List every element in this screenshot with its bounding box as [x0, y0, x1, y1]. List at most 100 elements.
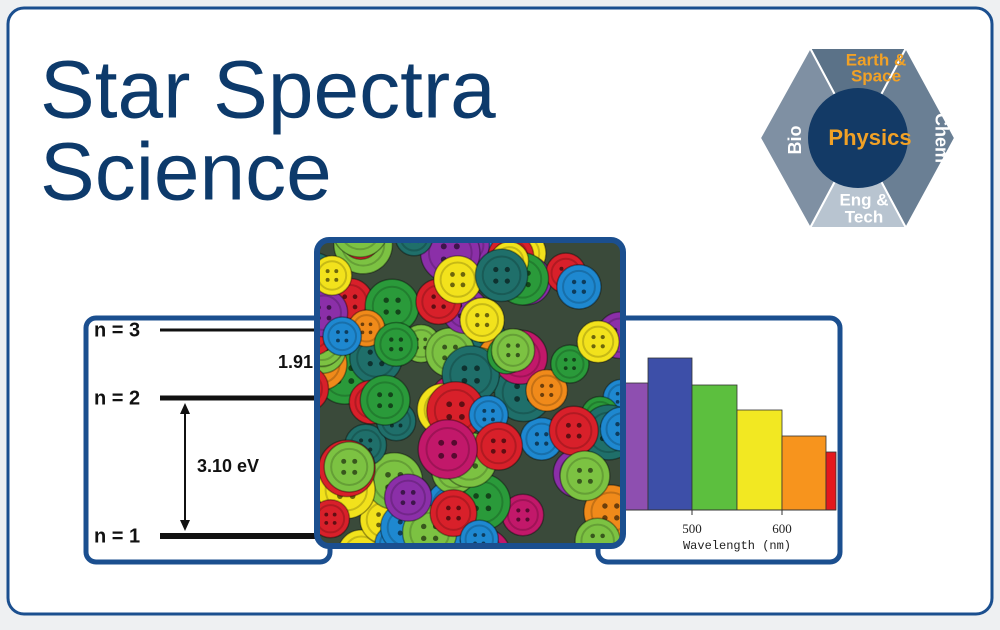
button-shape: [344, 338, 349, 343]
badge-label: Eng &: [839, 190, 888, 209]
spectrum-bar: [781, 435, 827, 511]
button-shape: [474, 365, 480, 372]
button-shape: [453, 243, 460, 250]
button-shape: [615, 431, 620, 437]
button-shape: [485, 505, 492, 512]
button-shape: [360, 322, 365, 327]
button-shape: [397, 519, 403, 525]
button-shape: [600, 344, 605, 349]
button-shape: [506, 352, 511, 358]
button-shape: [555, 412, 593, 450]
button-shape: [461, 365, 468, 372]
button-shape: [442, 344, 448, 350]
button-shape: [317, 499, 351, 539]
button-shape: [334, 277, 339, 282]
button-shape: [359, 374, 411, 426]
button-shape: [332, 521, 337, 525]
button-shape: [441, 304, 446, 309]
button-shape: [591, 334, 596, 340]
button-shape: [514, 396, 520, 402]
button-shape: [473, 533, 477, 537]
button-shape: [496, 333, 530, 367]
arrow-head: [180, 520, 190, 531]
button-shape: [525, 508, 530, 513]
badge-label: Space: [851, 66, 901, 85]
button-shape: [459, 414, 465, 420]
button-shape: [614, 515, 620, 521]
button-shape: [506, 343, 511, 348]
axis-label: Wavelength (nm): [683, 539, 791, 553]
button-shape: [373, 321, 419, 367]
button-shape: [581, 279, 587, 285]
button-shape: [317, 364, 330, 414]
button-shape: [615, 399, 620, 404]
level-label: n = 3: [94, 319, 140, 341]
button-shape: [410, 500, 416, 506]
button-shape: [530, 374, 563, 407]
button-shape: [576, 433, 582, 439]
button-shape: [473, 493, 479, 499]
button-shape: [336, 330, 340, 334]
button-shape: [475, 312, 480, 318]
button-shape: [429, 489, 478, 538]
button-shape: [600, 334, 605, 340]
button-shape: [600, 533, 605, 539]
button-shape: [326, 305, 332, 310]
button-shape: [559, 450, 611, 502]
button-shape: [484, 322, 490, 328]
button-shape: [336, 338, 340, 343]
button-shape: [330, 447, 369, 486]
button-shape: [342, 294, 348, 300]
button-shape: [506, 499, 539, 531]
button-shape: [341, 469, 347, 475]
button-shape: [394, 240, 434, 257]
button-shape: [377, 392, 383, 398]
button-shape: [395, 309, 401, 315]
button-shape: [421, 535, 427, 542]
button-shape: [516, 517, 521, 522]
button-shape: [435, 495, 472, 531]
button-shape: [325, 277, 330, 282]
button-shape: [602, 503, 608, 509]
button-shape: [459, 401, 465, 408]
button-shape: [338, 240, 382, 251]
button-shape: [591, 344, 596, 349]
button-shape: [388, 403, 394, 409]
gap-label: 1.91: [278, 352, 313, 372]
gap-label: 3.10 eV: [197, 456, 259, 476]
spectrum-bar: [691, 384, 738, 511]
discipline-badge: Earth & Space Physics Bio Chem Eng & Tec…: [758, 45, 957, 231]
level-label: n = 2: [94, 387, 140, 409]
button-shape: [352, 304, 358, 310]
button-shape: [440, 243, 447, 250]
spectrum-bar: [825, 451, 837, 511]
button-shape: [465, 303, 500, 338]
button-shape: [325, 269, 330, 274]
button-shape: [326, 315, 332, 321]
button-shape: [398, 337, 404, 342]
button-shape: [563, 357, 568, 362]
button-shape: [571, 279, 577, 285]
button-shape: [376, 512, 381, 517]
button-shape: [581, 289, 587, 294]
button-shape: [516, 508, 521, 513]
button-shape: [490, 438, 496, 444]
button-shape: [423, 337, 428, 342]
button-shape: [431, 304, 436, 309]
button-shape: [438, 439, 445, 446]
button-shape: [334, 269, 339, 274]
button-shape: [324, 512, 329, 517]
button-shape: [376, 522, 381, 528]
button-shape: [490, 417, 495, 422]
button-shape: [324, 521, 329, 525]
button-shape: [367, 349, 373, 355]
button-shape: [514, 383, 520, 390]
button-shape: [446, 515, 451, 521]
button-shape: [566, 456, 604, 495]
button-shape: [461, 377, 468, 384]
button-shape: [389, 347, 394, 352]
button-shape: [379, 327, 413, 362]
button-shape: [515, 352, 520, 358]
button-shape: [544, 441, 549, 446]
button-shape: [525, 368, 569, 412]
